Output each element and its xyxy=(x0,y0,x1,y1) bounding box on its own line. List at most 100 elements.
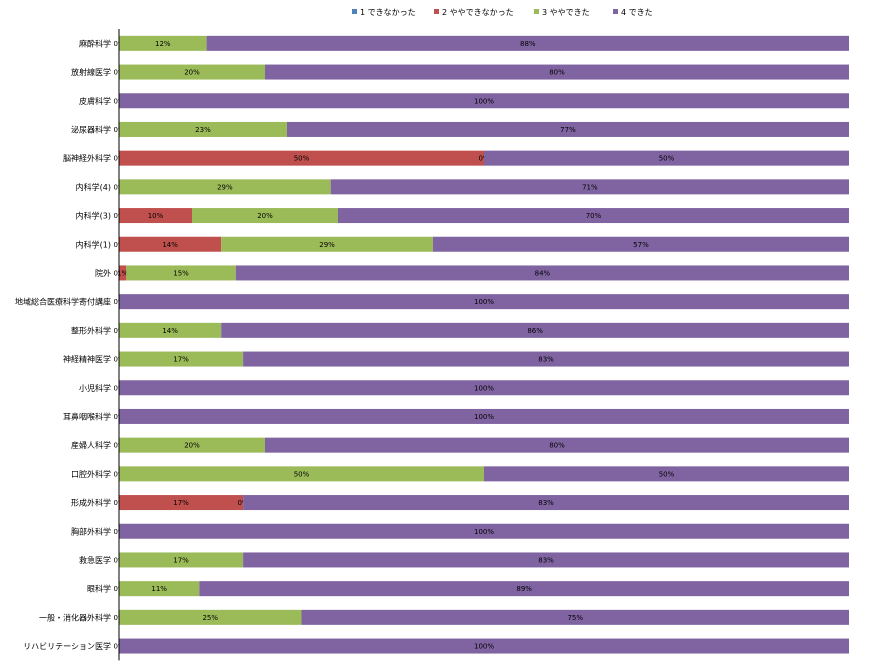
bar-segment xyxy=(119,35,207,51)
bar-segment xyxy=(119,523,849,539)
bar-value-label: 20% xyxy=(257,212,273,220)
legend-swatch xyxy=(352,9,357,14)
legend-label: 2 ややできなかった xyxy=(442,8,514,17)
bar-value-label: 10% xyxy=(148,212,164,220)
bar-value-label: 70% xyxy=(586,212,602,220)
bar-value-label: 50% xyxy=(659,155,675,163)
category-label: 泌尿器科学 xyxy=(71,124,111,134)
legend-label: 3 ややできた xyxy=(542,8,590,17)
bar-value-label: 57% xyxy=(633,241,649,249)
category-label: 脳神経外科学 xyxy=(63,153,111,163)
bar-segment xyxy=(243,351,850,367)
bar-value-label: 89% xyxy=(516,585,532,593)
bar-segment xyxy=(221,236,433,252)
bar-segment xyxy=(286,121,849,137)
bar-value-label: 100% xyxy=(474,643,494,651)
bar-value-label: 71% xyxy=(582,183,598,191)
bar-value-label: 15% xyxy=(173,269,189,277)
bar-segment xyxy=(119,208,192,224)
bar-value-label: 88% xyxy=(520,40,536,48)
category-label: 内科学(1) xyxy=(76,239,111,249)
bar-segment xyxy=(126,265,236,281)
category-label: 放射線医学 xyxy=(71,67,111,77)
bar-segment xyxy=(235,265,850,281)
category-label: 形成外科学 xyxy=(71,498,111,508)
bar-value-label: 50% xyxy=(294,155,310,163)
bar-segment xyxy=(119,64,265,80)
bar-value-label: 77% xyxy=(560,126,576,134)
bar-value-label: 50% xyxy=(659,470,675,478)
bar-value-label: 86% xyxy=(527,327,543,335)
bar-value-label: 11% xyxy=(151,585,167,593)
bar-segment xyxy=(119,609,302,625)
category-label: 胸部外科学 xyxy=(71,526,111,536)
bar-value-label: 83% xyxy=(538,356,554,364)
bar-value-label: 1% xyxy=(117,269,128,277)
bar-segment xyxy=(119,236,222,252)
bar-segment xyxy=(119,93,849,109)
bar-value-label: 29% xyxy=(319,241,335,249)
category-label: 産婦人科学 xyxy=(71,440,111,450)
category-label: 一般・消化器外科学 xyxy=(39,612,111,622)
bar-value-label: 100% xyxy=(474,384,494,392)
bar-segment xyxy=(119,408,849,424)
bar-segment xyxy=(192,208,338,224)
bar-value-label: 25% xyxy=(202,614,218,622)
bar-segment xyxy=(119,294,849,310)
bar-segment xyxy=(119,380,849,396)
bar-value-label: 84% xyxy=(535,269,551,277)
category-label: 整形外科学 xyxy=(71,325,111,335)
bar-value-label: 23% xyxy=(195,126,211,134)
bar-value-label: 17% xyxy=(173,556,189,564)
bar-segment xyxy=(265,64,849,80)
category-label: 眼科学 xyxy=(87,584,111,594)
category-label: 救急医学 xyxy=(79,555,111,565)
bar-value-label: 17% xyxy=(173,356,189,364)
bar-value-label: 14% xyxy=(162,327,178,335)
bar-segment xyxy=(119,552,244,568)
bar-value-label: 83% xyxy=(538,499,554,507)
bar-segment xyxy=(243,552,850,568)
bar-segment xyxy=(119,466,484,482)
category-label: 皮膚科学 xyxy=(79,96,111,106)
bar-segment xyxy=(119,179,331,195)
bar-segment xyxy=(484,150,849,166)
bar-value-label: 75% xyxy=(567,614,583,622)
category-label: 麻酔科学 xyxy=(79,38,111,48)
bar-segment xyxy=(119,495,244,511)
bar-segment xyxy=(206,35,850,51)
bar-value-label: 80% xyxy=(549,442,565,450)
category-label: 内科学(3) xyxy=(76,211,111,221)
bar-value-label: 50% xyxy=(294,470,310,478)
bar-segment xyxy=(119,437,265,453)
legend-swatch xyxy=(434,9,439,14)
bar-value-label: 100% xyxy=(474,298,494,306)
bar-segment xyxy=(265,437,849,453)
bar-value-label: 20% xyxy=(184,442,200,450)
bar-segment xyxy=(119,351,244,367)
category-label: 口腔外科学 xyxy=(71,469,111,479)
legend-swatch xyxy=(534,9,539,14)
bar-value-label: 100% xyxy=(474,528,494,536)
bar-segment xyxy=(338,208,849,224)
bar-segment xyxy=(432,236,849,252)
bar-segment xyxy=(119,150,484,166)
category-label: 耳鼻咽喉科学 xyxy=(63,411,111,421)
bar-segment xyxy=(243,495,850,511)
bar-value-label: 83% xyxy=(538,556,554,564)
bar-segment xyxy=(119,322,222,338)
category-label: 神経精神医学 xyxy=(63,354,111,364)
bar-segment xyxy=(199,581,850,597)
category-label: 地域総合医療科学寄付講座 xyxy=(15,297,111,307)
bar-segment xyxy=(119,581,200,597)
bar-segment xyxy=(484,466,849,482)
legend-swatch xyxy=(613,9,618,14)
bar-segment xyxy=(119,121,287,137)
bar-segment xyxy=(221,322,849,338)
bar-value-label: 20% xyxy=(184,69,200,77)
bar-segment xyxy=(119,638,849,654)
bar-value-label: 80% xyxy=(549,69,565,77)
legend: 1 できなかった 2 ややできなかった 3 ややできた 4 できた xyxy=(352,8,653,17)
